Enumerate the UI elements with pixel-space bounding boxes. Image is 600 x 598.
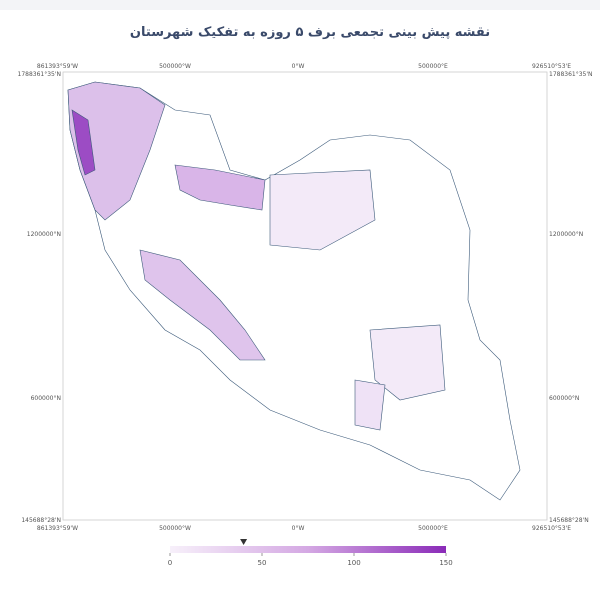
snow-region-kerman xyxy=(354,379,386,431)
colorbar-tick-label: 100 xyxy=(347,559,360,567)
colorbar-ramp xyxy=(170,546,446,553)
snow-region-semnan xyxy=(269,169,376,251)
top-bar xyxy=(0,0,600,10)
x-coord-label: 926510°53'E xyxy=(532,63,571,70)
y-coord-label: 600000°N xyxy=(31,395,61,402)
x-coord-label: 861393°59'W xyxy=(37,525,78,532)
y-coord-label: 1200000°N xyxy=(549,231,583,238)
x-coord-label: 861393°59'W xyxy=(37,63,78,70)
y-coord-label: 1200000°N xyxy=(27,231,61,238)
map-title: نقشه پیش بینی تجمعی برف ۵ روزه به تفکیک … xyxy=(130,25,490,40)
y-coord-label: 1788361°35'N xyxy=(18,71,62,78)
colorbar-tick-label: 50 xyxy=(258,559,267,567)
snow-region-east xyxy=(369,324,446,401)
x-coord-label: 926510°53'E xyxy=(532,525,571,532)
map-frame xyxy=(62,71,548,521)
colorbar xyxy=(170,546,446,553)
snow-region-zagros xyxy=(139,249,266,361)
x-coord-label: 500000°W xyxy=(159,525,191,532)
x-coord-label: 500000°W xyxy=(159,63,191,70)
x-coord-label: 0°W xyxy=(292,63,305,70)
snow-region-northwest xyxy=(67,81,166,221)
colorbar-tick-label: 0 xyxy=(168,559,172,567)
snow-region-heavy xyxy=(71,109,96,176)
x-coord-label: 0°W xyxy=(292,525,305,532)
snow-region-north xyxy=(174,164,266,211)
y-coord-label: 145688°28'N xyxy=(549,517,589,524)
y-coord-label: 600000°N xyxy=(549,395,579,402)
country-map xyxy=(67,81,521,501)
y-coord-label: 1788361°35'N xyxy=(549,71,593,78)
x-coord-label: 500000°E xyxy=(418,63,448,70)
x-coord-label: 500000°E xyxy=(418,525,448,532)
colorbar-marker xyxy=(240,539,248,545)
y-coord-label: 145688°28'N xyxy=(21,517,61,524)
colorbar-tick-label: 150 xyxy=(439,559,452,567)
